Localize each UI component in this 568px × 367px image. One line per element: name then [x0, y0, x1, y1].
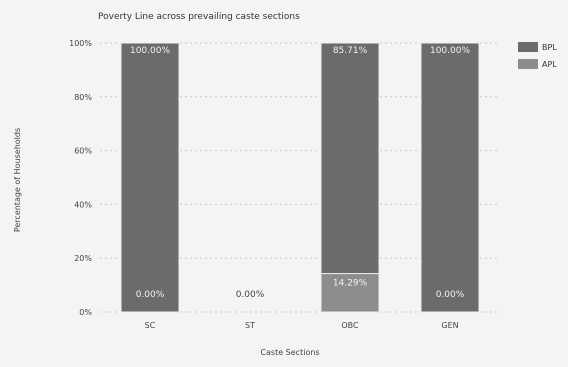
bar-bottom-label: 0.00%: [436, 290, 465, 300]
y-tick-label: 0%: [79, 308, 92, 317]
x-tick-label: OBC: [341, 321, 359, 330]
y-tick-label: 40%: [74, 200, 92, 209]
bar-bpl-sc: [120, 42, 180, 313]
bar-bottom-label: 0.00%: [236, 290, 265, 300]
y-axis-label: Percentage of Households: [13, 128, 22, 232]
x-tick-label: SC: [145, 321, 156, 330]
legend-swatch-bpl: [518, 42, 538, 52]
y-tick-label: 100%: [69, 39, 92, 48]
bar-bpl-obc: [320, 42, 380, 275]
y-tick-label: 60%: [74, 147, 92, 156]
bar-top-label: 100.00%: [430, 46, 470, 56]
x-tick-label: GEN: [441, 321, 458, 330]
y-axis-ticks: 0% 20% 40% 60% 80% 100%: [69, 39, 92, 317]
legend-label-bpl: BPL: [542, 43, 557, 52]
bar-bpl-gen: [420, 42, 480, 313]
bar-top-label: 85.71%: [333, 46, 368, 56]
bar-bottom-label: 0.00%: [136, 290, 165, 300]
x-tick-label: ST: [245, 321, 255, 330]
bar-top-label: 100.00%: [130, 46, 170, 56]
legend-label-apl: APL: [542, 60, 557, 69]
chart-title: Poverty Line across prevailing caste sec…: [98, 12, 300, 22]
x-axis-ticks: SC ST OBC GEN: [145, 321, 459, 330]
bar-bottom-label: 14.29%: [333, 279, 368, 289]
legend-swatch-apl: [518, 59, 538, 69]
x-axis-label: Caste Sections: [260, 348, 319, 357]
y-tick-label: 80%: [74, 93, 92, 102]
y-tick-label: 20%: [74, 254, 92, 263]
bar-labels: 100.00% 0.00% 0.00% 85.71% 14.29% 100.00% 0.00…: [130, 46, 470, 300]
legend: BPL APL: [518, 42, 557, 69]
bars: [120, 42, 480, 313]
bar-apl-obc: [320, 273, 380, 313]
